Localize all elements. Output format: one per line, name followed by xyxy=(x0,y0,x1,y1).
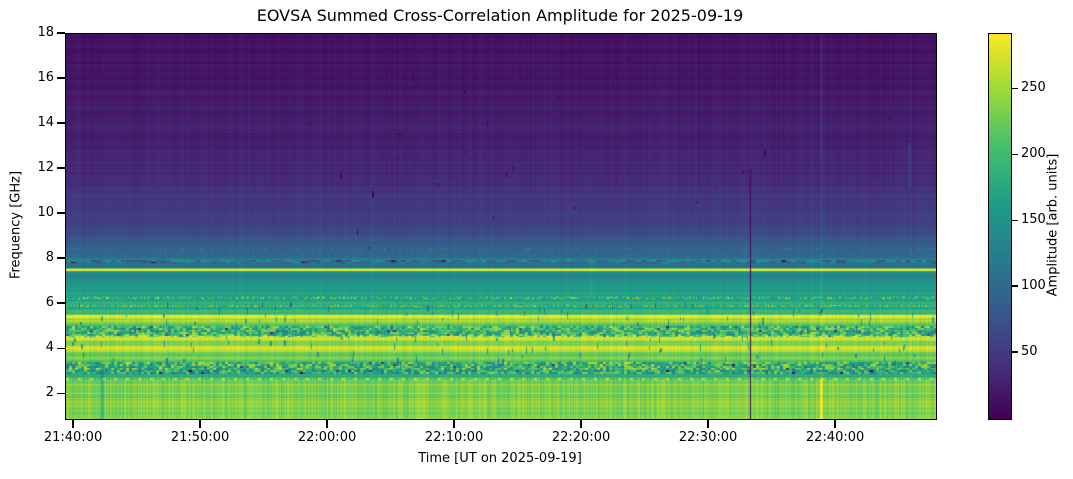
colorbar-tick-mark xyxy=(1012,285,1018,287)
y-tick-label: 12 xyxy=(37,160,54,176)
x-tick-mark xyxy=(580,420,582,428)
y-tick-mark xyxy=(57,347,65,349)
y-tick-mark xyxy=(57,167,65,169)
x-tick-mark xyxy=(453,420,455,428)
x-tick-mark xyxy=(707,420,709,428)
x-tick-label: 22:20:00 xyxy=(551,430,611,445)
x-tick-label: 22:00:00 xyxy=(297,430,357,445)
colorbar-tick-label: 50 xyxy=(1021,344,1038,360)
colorbar-tick-label: 250 xyxy=(1021,80,1046,96)
colorbar xyxy=(988,33,1012,420)
x-tick-label: 22:10:00 xyxy=(424,430,484,445)
y-tick-mark xyxy=(57,212,65,214)
y-tick-label: 4 xyxy=(45,340,54,356)
y-tick-label: 2 xyxy=(45,385,54,401)
x-tick-label: 22:30:00 xyxy=(678,430,738,445)
x-tick-mark xyxy=(834,420,836,428)
x-tick-label: 22:40:00 xyxy=(805,430,865,445)
y-tick-label: 14 xyxy=(37,115,54,131)
y-tick-label: 16 xyxy=(37,70,54,86)
y-tick-label: 8 xyxy=(45,250,54,266)
x-tick-mark xyxy=(326,420,328,428)
y-tick-mark xyxy=(57,122,65,124)
colorbar-tick-label: 100 xyxy=(1021,278,1046,294)
colorbar-gradient xyxy=(989,34,1011,419)
colorbar-tick-mark xyxy=(1012,87,1018,90)
y-tick-label: 18 xyxy=(37,25,54,40)
y-tick-mark xyxy=(57,392,65,394)
x-tick-mark xyxy=(72,420,74,428)
y-tick-mark xyxy=(57,302,65,304)
x-tick-mark xyxy=(199,420,201,428)
y-tick-mark xyxy=(57,257,65,259)
colorbar-tick-mark xyxy=(1012,153,1018,155)
y-tick-mark xyxy=(57,32,65,34)
colorbar-tick-mark xyxy=(1012,351,1018,353)
colorbar-tick-mark xyxy=(1012,219,1018,221)
x-tick-label: 21:40:00 xyxy=(43,430,103,445)
plot-area xyxy=(65,33,937,420)
x-tick-label: 21:50:00 xyxy=(170,430,230,445)
colorbar-tick-label: 200 xyxy=(1021,146,1046,162)
x-axis-label: Time [UT on 2025-09-19] xyxy=(418,451,582,466)
colorbar-tick-label: 150 xyxy=(1021,212,1046,228)
spectrogram-heatmap xyxy=(66,34,936,419)
y-tick-label: 6 xyxy=(45,295,54,311)
plot-title: EOVSA Summed Cross-Correlation Amplitude… xyxy=(256,6,744,25)
y-tick-mark xyxy=(57,77,65,79)
y-tick-label: 10 xyxy=(37,205,54,221)
